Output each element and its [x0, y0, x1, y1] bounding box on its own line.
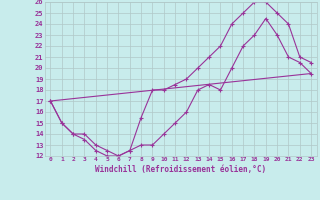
X-axis label: Windchill (Refroidissement éolien,°C): Windchill (Refroidissement éolien,°C) — [95, 165, 266, 174]
